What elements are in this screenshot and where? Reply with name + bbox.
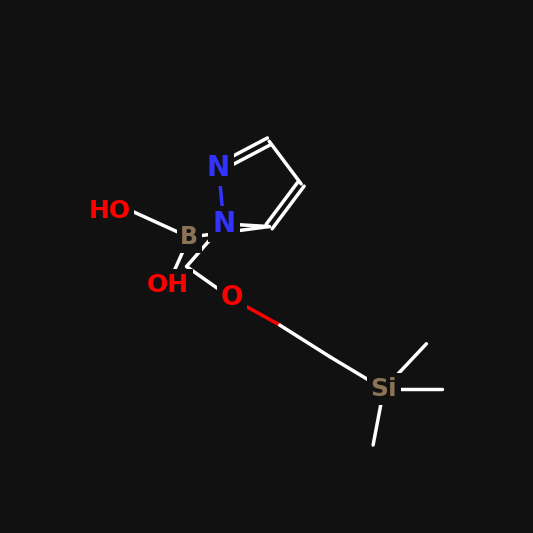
Text: OH: OH [147,273,189,297]
Text: B: B [180,225,198,249]
Text: Si: Si [370,377,397,401]
Text: HO: HO [88,198,131,223]
Text: OH: OH [147,273,189,297]
Text: N: N [207,154,230,182]
Text: N: N [207,154,230,182]
Text: HO: HO [88,198,131,223]
Text: Si: Si [370,377,397,401]
Text: N: N [212,210,236,238]
Text: O: O [221,286,243,311]
Text: O: O [221,286,243,311]
Text: B: B [180,225,198,249]
Text: N: N [212,210,236,238]
